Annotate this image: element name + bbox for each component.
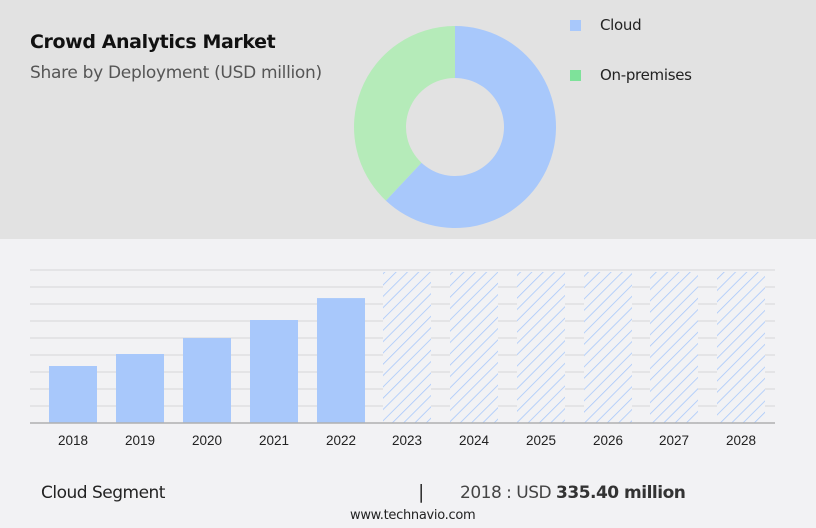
legend-item-cloud[interactable]: Cloud bbox=[570, 16, 642, 34]
x-tick-2028: 2028 bbox=[726, 433, 756, 448]
value-amount: 335.40 million bbox=[556, 483, 686, 503]
bar-2020[interactable] bbox=[183, 338, 231, 423]
x-axis-ticks: 2018 2019 2020 2021 2022 2023 2024 2025 2026 2027… bbox=[58, 433, 756, 448]
x-tick-2026: 2026 bbox=[593, 433, 623, 448]
bar-2019[interactable] bbox=[116, 354, 164, 423]
segment-value: 2018 : USD 335.40 million bbox=[460, 483, 686, 503]
segment-label: Cloud Segment bbox=[41, 483, 165, 503]
forecast-bar-2028[interactable] bbox=[717, 272, 765, 423]
x-tick-2021: 2021 bbox=[259, 433, 289, 448]
x-tick-2018: 2018 bbox=[58, 433, 88, 448]
forecast-bar-2023[interactable] bbox=[383, 272, 431, 423]
x-tick-2024: 2024 bbox=[459, 433, 490, 448]
bar-2018[interactable] bbox=[49, 366, 97, 423]
x-tick-2022: 2022 bbox=[326, 433, 356, 448]
donut-slice-on-premises[interactable] bbox=[354, 25, 455, 201]
x-tick-2025: 2025 bbox=[526, 433, 556, 448]
legend-label: Cloud bbox=[600, 16, 642, 34]
x-tick-2023: 2023 bbox=[392, 433, 422, 448]
bar-2021[interactable] bbox=[250, 320, 298, 423]
footer-separator: | bbox=[418, 481, 425, 503]
donut-chart bbox=[354, 25, 557, 228]
donut-slice-cloud[interactable] bbox=[385, 26, 557, 228]
legend-item-on-premises[interactable]: On-premises bbox=[570, 66, 692, 84]
legend-label: On-premises bbox=[600, 66, 692, 84]
chart-subtitle: Share by Deployment (USD million) bbox=[30, 63, 322, 83]
forecast-bar-2026[interactable] bbox=[584, 272, 632, 423]
bar-chart: 2018 2019 2020 2021 2022 2023 2024 2025 2026 2027… bbox=[30, 269, 775, 448]
x-tick-2019: 2019 bbox=[125, 433, 155, 448]
value-prefix: 2018 : USD bbox=[460, 483, 552, 503]
x-tick-2027: 2027 bbox=[659, 433, 689, 448]
source-url[interactable]: www.technavio.com bbox=[350, 508, 476, 523]
x-tick-2020: 2020 bbox=[192, 433, 222, 448]
chart-title: Crowd Analytics Market bbox=[30, 31, 276, 53]
bars bbox=[49, 272, 765, 423]
legend-swatch-cloud bbox=[570, 19, 581, 31]
forecast-bar-2025[interactable] bbox=[517, 272, 565, 423]
forecast-bar-2027[interactable] bbox=[650, 272, 698, 423]
bar-2022[interactable] bbox=[317, 298, 365, 423]
forecast-bar-2024[interactable] bbox=[450, 272, 498, 423]
legend-swatch-on-premises bbox=[570, 69, 581, 81]
